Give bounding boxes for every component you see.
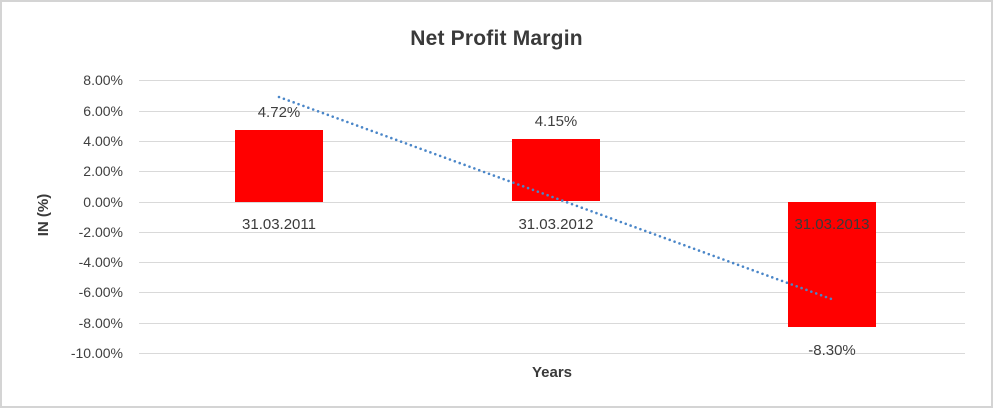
bar-31.03.2011 xyxy=(235,130,323,202)
x-category-label: 31.03.2012 xyxy=(518,216,594,233)
y-tick-label: -2.00% xyxy=(78,224,123,240)
gridline xyxy=(139,111,965,112)
y-tick-label: 8.00% xyxy=(83,72,123,88)
trendline xyxy=(277,95,834,301)
y-tick-label: -8.00% xyxy=(78,315,123,331)
gridline xyxy=(139,323,965,324)
gridline xyxy=(139,202,965,203)
gridline xyxy=(139,80,965,81)
chart-title: Net Profit Margin xyxy=(410,27,583,50)
x-axis-title: Years xyxy=(531,364,573,381)
y-tick-label: 6.00% xyxy=(83,103,123,119)
x-category-label: 31.03.2013 xyxy=(794,216,870,233)
gridline xyxy=(139,292,965,293)
bar-31.03.2012 xyxy=(512,138,600,202)
y-tick-label: -4.00% xyxy=(78,254,123,270)
y-tick-label: 2.00% xyxy=(83,163,123,179)
bar-31.03.2013 xyxy=(788,201,876,328)
y-tick-label: 4.00% xyxy=(83,133,123,149)
y-tick-label: -10.00% xyxy=(70,345,123,361)
gridline xyxy=(139,353,965,354)
gridline xyxy=(139,262,965,263)
y-tick-label: -6.00% xyxy=(78,284,123,300)
gridline xyxy=(139,232,965,233)
bar-value-label: 4.72% xyxy=(257,104,301,121)
bar-value-label: -8.30% xyxy=(808,342,856,360)
x-category-label: 31.03.2011 xyxy=(242,216,316,233)
y-tick-label: 0.00% xyxy=(83,194,123,210)
bar-value-label: 4.15% xyxy=(534,112,578,130)
